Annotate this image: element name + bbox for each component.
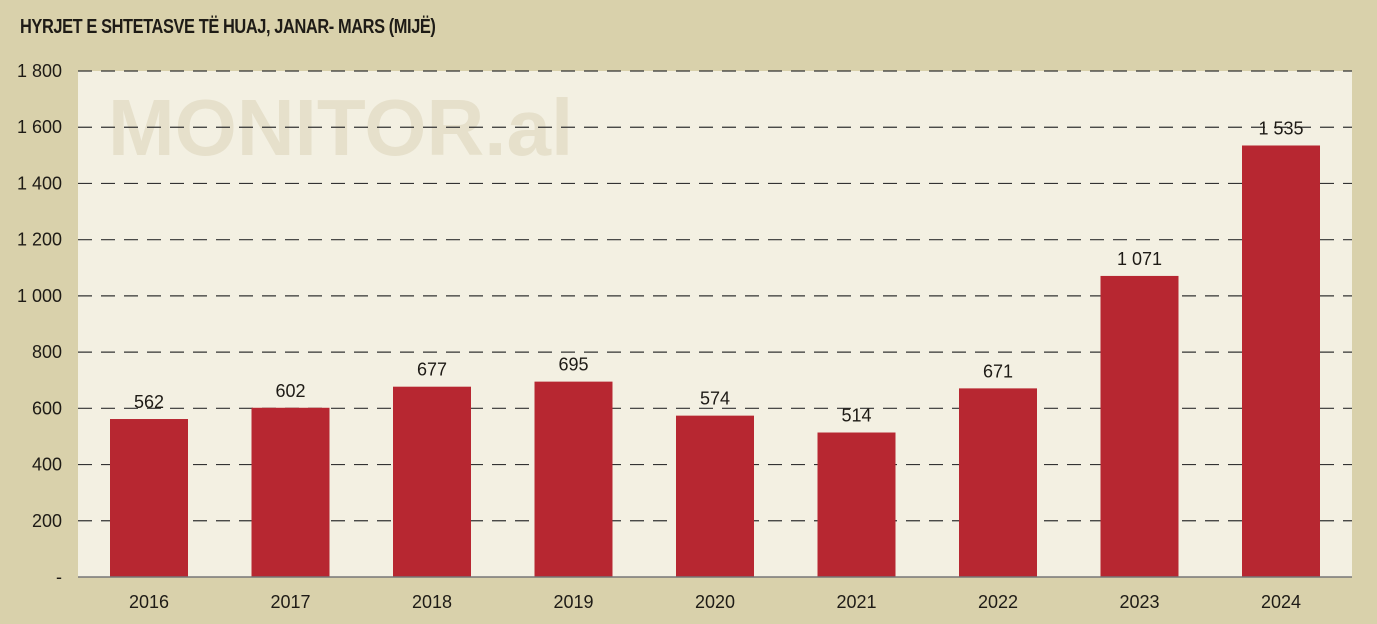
y-tick-label: 1 800: [17, 61, 62, 81]
x-tick-label: 2022: [978, 592, 1018, 612]
y-tick-label: 1 600: [17, 117, 62, 137]
x-tick-label: 2021: [836, 592, 876, 612]
chart-title: HYRJET E SHTETASVE TË HUAJ, JANAR- MARS …: [20, 16, 436, 38]
y-tick-label: 1 400: [17, 173, 62, 193]
x-tick-label: 2024: [1261, 592, 1301, 612]
data-label: 514: [841, 406, 871, 426]
bar-2018: [393, 386, 471, 577]
x-tick-label: 2017: [270, 592, 310, 612]
y-tick-label: 600: [32, 398, 62, 418]
bar-2019: [534, 381, 613, 577]
data-label: 602: [275, 381, 305, 401]
bar-2017: [251, 407, 330, 577]
data-label: 562: [134, 392, 164, 412]
bar-2021: [817, 432, 896, 577]
data-label: 1 535: [1258, 118, 1303, 138]
y-tick-label: 800: [32, 342, 62, 362]
y-tick-label: 1 000: [17, 286, 62, 306]
x-tick-label: 2023: [1119, 592, 1159, 612]
bar-2024: [1242, 145, 1320, 577]
data-label: 1 071: [1117, 249, 1162, 269]
data-label: 677: [417, 360, 447, 380]
data-label: 671: [983, 361, 1013, 381]
bar-2016: [110, 419, 188, 577]
y-tick-label: 1 200: [17, 230, 62, 250]
y-tick-label: 200: [32, 511, 62, 531]
data-label: 695: [558, 355, 588, 375]
data-label: 574: [700, 389, 730, 409]
x-tick-label: 2016: [129, 592, 169, 612]
bar-2020: [676, 415, 754, 577]
bar-2022: [959, 388, 1037, 577]
y-tick-label: 400: [32, 455, 62, 475]
bar-2023: [1100, 275, 1179, 577]
x-tick-label: 2018: [412, 592, 452, 612]
x-tick-label: 2019: [553, 592, 593, 612]
y-tick-label: -: [56, 567, 62, 587]
x-tick-label: 2020: [695, 592, 735, 612]
